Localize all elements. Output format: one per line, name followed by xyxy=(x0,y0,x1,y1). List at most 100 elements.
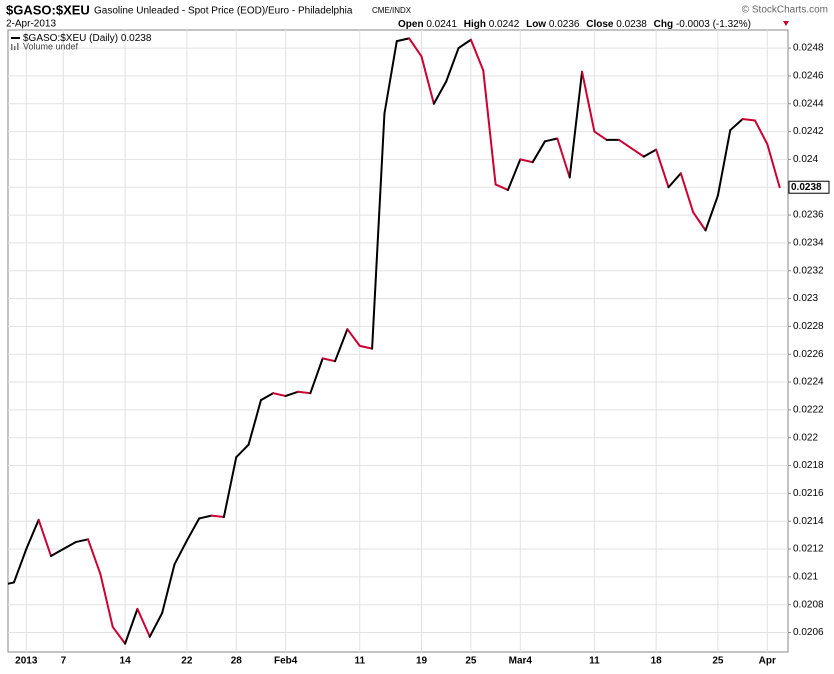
x-tick-label: 14 xyxy=(120,656,132,667)
price-segment xyxy=(618,138,633,150)
y-tick-label: 0.022 xyxy=(793,432,818,443)
close-label: Close xyxy=(586,19,614,30)
y-tick-label: 0.0246 xyxy=(793,71,824,82)
x-tick-label: 25 xyxy=(712,656,724,667)
x-tick-label: 25 xyxy=(465,656,477,667)
price-segment xyxy=(62,541,77,551)
x-tick-label: 22 xyxy=(181,656,193,667)
price-segment xyxy=(259,392,275,402)
y-tick-label: 0.0226 xyxy=(793,349,824,360)
price-segment xyxy=(309,357,324,395)
price-segment xyxy=(556,137,571,179)
open: 0.0241 xyxy=(426,19,457,30)
x-tick-label: 18 xyxy=(651,656,663,667)
price-segment xyxy=(408,37,423,58)
price-segment xyxy=(185,517,201,542)
price-segment xyxy=(99,573,114,628)
price-segment xyxy=(593,130,608,141)
price-segment xyxy=(50,548,65,557)
last-price-box xyxy=(788,180,830,194)
y-tick-label: 0.0224 xyxy=(793,377,824,388)
plot-area xyxy=(7,29,789,653)
close: 0.0238 xyxy=(616,19,647,30)
x-tick-label: Feb4 xyxy=(274,656,298,667)
y-tick-label: 0.0212 xyxy=(793,544,824,555)
price-segment xyxy=(630,147,645,158)
price-segment xyxy=(346,328,361,347)
price-segment xyxy=(395,37,411,43)
price-segment xyxy=(506,158,522,192)
x-tick-label: 7 xyxy=(61,656,67,667)
price-segment xyxy=(358,344,374,350)
price-segment xyxy=(519,158,534,164)
price-segment xyxy=(136,607,151,638)
chart-title: $GASO:$XEU xyxy=(6,2,90,17)
quote: Open 0.0241 High 0.0242 Low 0.0236 Close… xyxy=(398,19,751,30)
price-segment xyxy=(272,392,287,397)
price-segment xyxy=(25,518,40,551)
price-segment xyxy=(334,328,349,363)
price-line xyxy=(8,37,781,645)
legend: $GASO:$XEU (Daily) 0.0238 xyxy=(23,33,152,44)
price-segment xyxy=(667,172,682,189)
price-segment xyxy=(74,538,90,544)
y-tick-label: 0.023 xyxy=(793,293,818,304)
last-price-label: 0.0238 xyxy=(791,182,822,193)
chg: -0.0003 (-1.32%) xyxy=(676,19,751,30)
y-tick-label: 0.0242 xyxy=(793,126,824,137)
x-tick-label: 11 xyxy=(354,656,365,667)
price-segment xyxy=(8,581,15,585)
x-tick-label: Mar4 xyxy=(509,656,533,667)
volume-icon xyxy=(11,43,19,50)
price-segment xyxy=(494,183,509,192)
date: 2-Apr-2013 xyxy=(6,19,56,30)
price-segment xyxy=(247,399,262,446)
low-label: Low xyxy=(526,19,546,30)
price-segment xyxy=(729,118,744,132)
price-segment xyxy=(482,69,497,186)
y-tick-label: 0.0218 xyxy=(793,460,824,471)
price-segment xyxy=(210,514,225,519)
low: 0.0236 xyxy=(549,19,580,30)
y-tick-label: 0.0234 xyxy=(793,238,824,249)
down-arrow xyxy=(783,21,789,26)
price-segment xyxy=(642,148,658,158)
price-segment xyxy=(692,211,707,232)
chg-label: Chg xyxy=(654,19,673,30)
price-segment xyxy=(704,194,719,232)
y-tick-label: 0.0248 xyxy=(793,43,824,54)
subtitle: Gasoline Unleaded - Spot Price (EOD)/Eur… xyxy=(94,6,353,17)
price-segment xyxy=(87,538,102,576)
price-segment xyxy=(766,143,781,189)
price-segment xyxy=(544,137,559,143)
credit: © StockCharts.com xyxy=(742,5,828,16)
price-segment xyxy=(581,70,596,133)
price-segment xyxy=(371,112,386,350)
price-segment xyxy=(445,47,460,83)
high: 0.0242 xyxy=(489,19,520,30)
y-tick-label: 0.021 xyxy=(793,571,818,582)
y-tick-label: 0.0206 xyxy=(793,627,824,638)
price-segment xyxy=(753,119,769,146)
y-tick-label: 0.0244 xyxy=(793,98,824,109)
grid xyxy=(8,30,788,652)
x-tick-label: 11 xyxy=(589,656,600,667)
open-label: Open xyxy=(398,19,424,30)
y-tick-label: 0.0216 xyxy=(793,488,824,499)
y-tick-label: 0.0236 xyxy=(793,210,824,221)
price-segment xyxy=(383,40,398,115)
x-tick-label: 2013 xyxy=(15,656,38,667)
price-segment xyxy=(12,548,28,584)
x-tick-label: 28 xyxy=(231,656,243,667)
price-segment xyxy=(124,607,139,645)
legend-name: $GASO:$XEU (Daily) xyxy=(23,33,118,44)
y-tick-label: 0.0214 xyxy=(793,516,824,527)
y-tick-label: 0.0232 xyxy=(793,265,824,276)
exchange: CME/INDX xyxy=(372,6,412,15)
price-segment xyxy=(457,38,472,50)
x-tick-label: Apr xyxy=(759,656,776,667)
price-segment xyxy=(420,55,435,105)
x-tick-label: 19 xyxy=(416,656,428,667)
price-segment xyxy=(173,539,188,566)
